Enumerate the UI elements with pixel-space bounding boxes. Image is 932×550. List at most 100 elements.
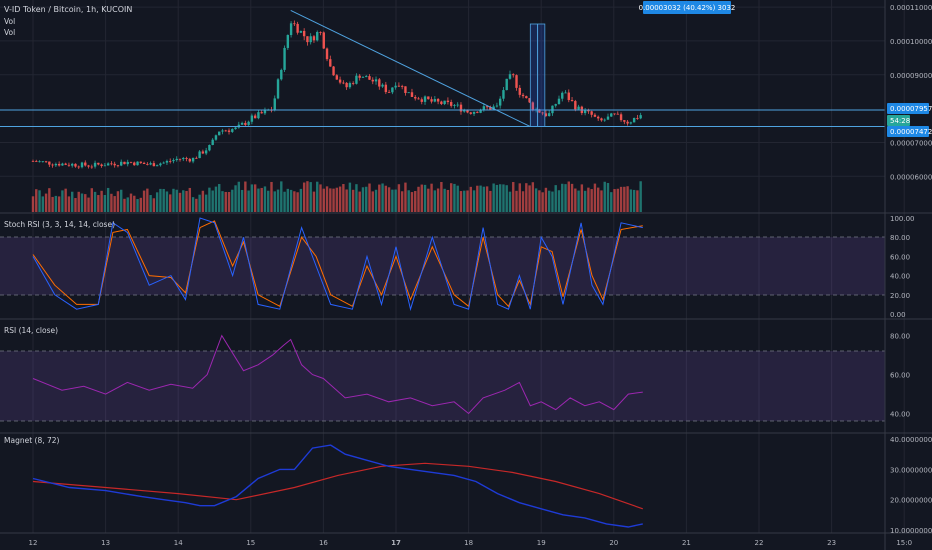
candle-body xyxy=(404,86,407,93)
trendline[interactable] xyxy=(290,10,531,128)
candle-body xyxy=(423,96,427,102)
candle-body xyxy=(518,87,521,95)
volume-bar xyxy=(64,188,67,212)
rsi-title[interactable]: RSI (14, close) xyxy=(4,326,58,335)
volume-bar xyxy=(172,188,175,212)
time-axis[interactable]: 12 13 14 15 16 17 18 19 20 21 22 23 15:0 xyxy=(29,539,913,547)
candle-body xyxy=(169,160,172,162)
volume-bar xyxy=(100,190,103,212)
candle-body xyxy=(71,163,74,166)
volume-bar xyxy=(116,191,120,212)
stoch-tick-label: 40.00 xyxy=(890,273,910,281)
candle-body xyxy=(260,112,263,114)
candle-body xyxy=(456,104,459,106)
magnet-tick-label: 40.00000000 xyxy=(890,436,932,444)
volume-bar xyxy=(531,182,535,212)
candle-body xyxy=(391,87,394,93)
candle-body xyxy=(80,162,84,168)
volume-bar xyxy=(521,191,525,212)
volume-bar xyxy=(368,183,371,212)
volume-bar xyxy=(561,183,564,212)
volume-bar xyxy=(263,186,267,212)
candle-body xyxy=(485,106,489,108)
time-tick-label: 19 xyxy=(537,539,546,547)
rsi-line xyxy=(32,334,643,415)
volume-bar xyxy=(185,190,188,212)
candle-body xyxy=(606,116,610,120)
volume-bar xyxy=(51,196,54,212)
time-tick-label: 21 xyxy=(682,539,691,547)
volume-bar xyxy=(551,191,554,212)
volume-bar xyxy=(120,189,123,212)
candle-body xyxy=(626,121,629,124)
price-tick-label: 0.00010000 xyxy=(890,38,932,46)
candle-body xyxy=(110,163,113,165)
candle-body xyxy=(407,92,410,94)
volume-bar xyxy=(485,186,489,212)
volume-bar xyxy=(296,192,299,212)
candle-body xyxy=(244,122,247,125)
volume-bar xyxy=(48,188,51,212)
candle-body xyxy=(596,116,600,119)
volume-bar xyxy=(182,190,185,212)
candle-body xyxy=(142,162,146,165)
volume-bar xyxy=(538,190,541,212)
volume-bar xyxy=(391,189,394,212)
volume-bar xyxy=(142,190,146,212)
volume-bar xyxy=(335,187,339,212)
volume-bar xyxy=(512,182,515,212)
stoch-tick-label: 60.00 xyxy=(890,253,910,261)
volume-bar xyxy=(400,191,404,212)
time-tick-label: 14 xyxy=(174,539,183,547)
volume-bar xyxy=(93,191,97,212)
volume-bar xyxy=(191,197,195,212)
candle-body xyxy=(567,92,570,101)
time-tick-label: 23 xyxy=(827,539,836,547)
volume-bar xyxy=(387,187,391,212)
volume-bar xyxy=(299,188,303,212)
rsi-tick-label: 40.00 xyxy=(890,411,910,419)
candle-body xyxy=(198,151,201,159)
candle-body xyxy=(332,66,335,76)
volume-bar xyxy=(57,196,61,212)
volume-bar xyxy=(619,186,623,212)
volume-bar xyxy=(623,186,626,212)
candle-body xyxy=(325,48,329,60)
volume-legend-1[interactable]: Vol xyxy=(4,17,15,26)
candle-body xyxy=(400,86,404,87)
volume-bar xyxy=(71,191,74,212)
price-axis[interactable]: 0.00011000 0.00010000 0.00009000 0.00007000… xyxy=(890,4,932,535)
volume-bar xyxy=(289,189,293,212)
volume-bar xyxy=(211,190,214,212)
candle-body xyxy=(414,96,417,99)
candle-body xyxy=(479,110,482,113)
candle-body xyxy=(629,122,633,124)
candle-body xyxy=(583,110,587,114)
candle-body xyxy=(175,158,178,161)
candle-body xyxy=(227,130,231,132)
stoch-rsi-title[interactable]: Stoch RSI (3, 3, 14, 14, close) xyxy=(4,220,115,229)
volume-bar xyxy=(106,187,110,212)
symbol-title[interactable]: V-ID Token / Bitcoin, 1h, KUCOIN xyxy=(4,5,132,14)
candle-body xyxy=(574,101,577,110)
magnet-title[interactable]: Magnet (8, 72) xyxy=(4,436,60,445)
drawings[interactable]: 0.00003032 (40.42%) 3032 xyxy=(0,1,885,128)
volume-legend-2[interactable]: Vol xyxy=(4,28,15,37)
volume-bar xyxy=(306,181,309,212)
candle-body xyxy=(394,85,397,88)
candle-body xyxy=(276,79,280,99)
candle-body xyxy=(211,139,214,145)
candle-body xyxy=(623,120,626,122)
volume-bar xyxy=(600,190,603,212)
candle-body xyxy=(453,104,456,106)
volume-bar xyxy=(463,190,466,212)
candle-body xyxy=(87,165,90,167)
volume-bar xyxy=(312,191,316,212)
candle-body xyxy=(443,100,446,105)
candle-body xyxy=(172,160,175,162)
volume-bar xyxy=(155,192,159,212)
measure-label-box xyxy=(643,1,731,14)
volume-bar xyxy=(221,191,224,212)
